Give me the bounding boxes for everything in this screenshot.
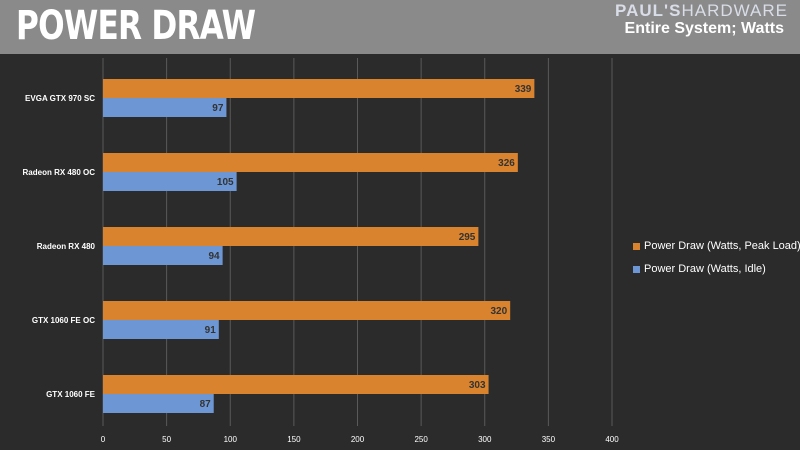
brand-logo: PAUL'SHARDWARE [615,1,788,21]
data-label-idle-0: 97 [212,103,224,114]
brand-logo-part2: HARDWARE [681,1,788,20]
bar-idle-3 [103,320,219,339]
bar-chart: 0 50 100 150 200 250 300 350 400 EVGA GTX 970 SC 3… [23,58,619,444]
legend-label-peak: Power Draw (Watts, Peak Load) [644,240,800,252]
data-label-idle-3: 91 [205,325,217,336]
data-label-idle-2: 94 [208,251,220,262]
bar-peak-4 [103,375,489,394]
x-tick-label-300: 300 [478,435,492,444]
legend-item-peak: Power Draw (Watts, Peak Load) [633,240,800,252]
category-label-3: GTX 1060 FE OC [32,316,95,325]
bar-idle-2 [103,246,223,265]
chart-title: POWER DRAW [16,3,256,49]
category-label-1: Radeon RX 480 OC [23,168,96,177]
bar-peak-2 [103,227,479,246]
chart-header: POWER DRAW PAUL'SHARDWARE Entire System;… [0,0,800,54]
data-label-idle-1: 105 [217,177,234,188]
bar-peak-1 [103,153,518,172]
data-label-peak-1: 326 [498,158,515,169]
data-label-peak-3: 320 [491,306,508,317]
legend-swatch-peak [633,242,640,250]
x-tick-label-150: 150 [287,435,301,444]
data-label-peak-0: 339 [515,84,532,95]
x-tick-label-0: 0 [101,435,106,444]
bar-peak-3 [103,301,511,320]
chart-subtitle: Entire System; Watts [624,20,784,37]
x-tick-label-100: 100 [224,435,238,444]
x-tick-label-350: 350 [542,435,556,444]
data-label-idle-4: 87 [200,399,212,410]
x-tick-label-400: 400 [605,435,619,444]
data-label-peak-2: 295 [459,232,476,243]
x-tick-label-250: 250 [414,435,428,444]
legend-label-idle: Power Draw (Watts, Idle) [644,263,766,275]
x-tick-label-50: 50 [162,435,171,444]
legend-swatch-idle [633,265,640,273]
bar-idle-0 [103,98,227,117]
bar-idle-4 [103,394,214,413]
x-tick-label-200: 200 [351,435,365,444]
category-label-4: GTX 1060 FE [46,390,96,399]
category-label-2: Radeon RX 480 [37,242,96,251]
bar-peak-0 [103,79,535,98]
category-label-0: EVGA GTX 970 SC [25,94,95,103]
brand-logo-part1: PAUL'S [615,1,682,20]
data-label-peak-4: 303 [469,380,486,391]
bar-idle-1 [103,172,237,191]
legend-item-idle: Power Draw (Watts, Idle) [633,263,800,275]
chart-legend: Power Draw (Watts, Peak Load) Power Draw… [633,240,800,286]
